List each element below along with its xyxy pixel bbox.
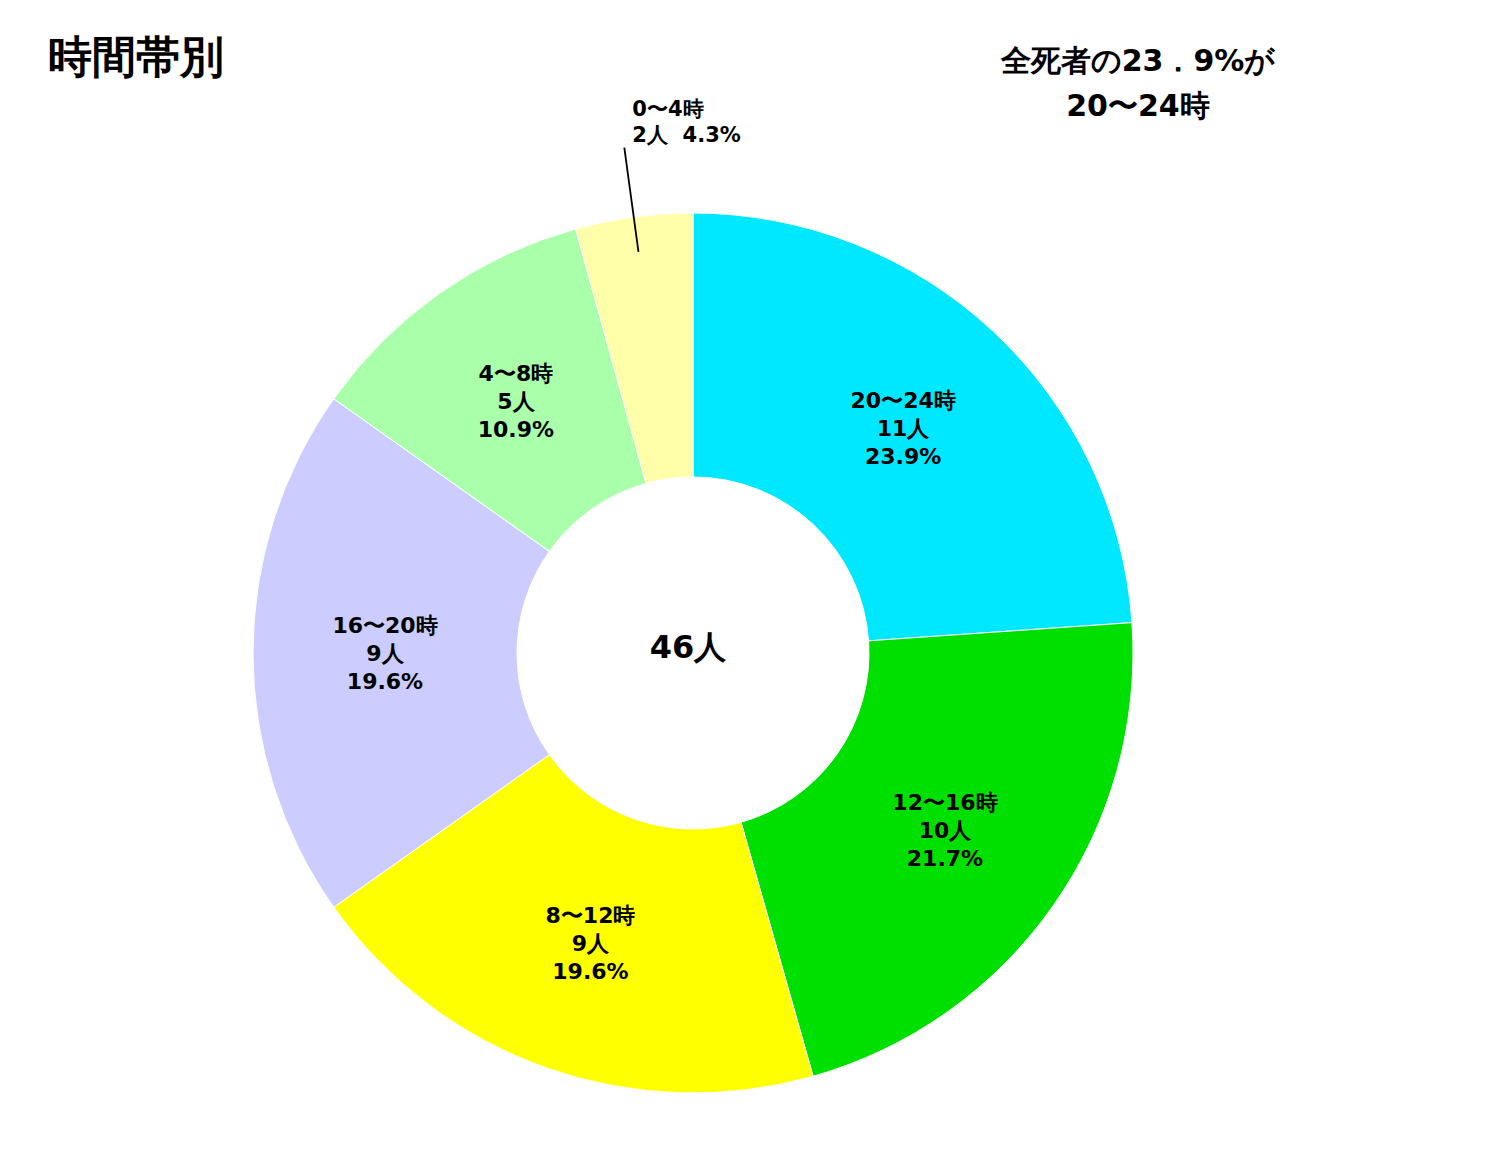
svg-text:8〜12時9人19.6%: 8〜12時9人19.6% [546,903,636,984]
svg-text:0〜4時2人 4.3%: 0〜4時2人 4.3% [632,97,740,147]
svg-text:16〜20時9人19.6%: 16〜20時9人19.6% [332,613,437,694]
svg-text:4〜8時5人10.9%: 4〜8時5人10.9% [478,361,554,442]
html-text:全死者の23．9%が 20〜24時: 全死者の23．9%が 20〜24時 [1000,43,1276,123]
svg-text:12〜16時10人21.7%: 12〜16時10人21.7% [892,790,997,871]
html-text:時間帯別: 時間帯別 [48,31,224,82]
html-text:46人: 46人 [649,628,727,666]
svg-text:20〜24時11人23.9%: 20〜24時11人23.9% [851,387,956,468]
